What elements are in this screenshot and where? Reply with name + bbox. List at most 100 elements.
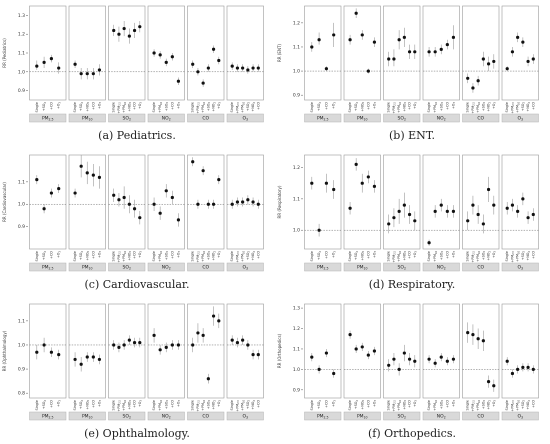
facet-panel	[29, 154, 67, 250]
data-point	[127, 34, 131, 38]
x-tick-label: Single	[310, 251, 314, 261]
x-tick-label: +NO2	[402, 102, 407, 112]
x-tick-label: +PM2.5	[117, 102, 122, 114]
data-point	[217, 58, 221, 63]
facet-strip-label: CO	[202, 116, 209, 122]
facet-strip-label: PM10	[82, 265, 93, 271]
data-point	[492, 384, 496, 388]
x-tick-label: +SO2	[317, 251, 322, 261]
facet-strip-label: CO	[202, 265, 209, 271]
x-tick-label: Single	[310, 102, 314, 112]
data-point	[122, 343, 126, 347]
data-point	[310, 45, 314, 49]
x-tick-label: +PM2.5	[235, 251, 240, 263]
data-point	[354, 11, 358, 15]
data-point	[170, 55, 174, 59]
facet-strip	[501, 262, 539, 272]
x-tick-label: +O3	[217, 102, 222, 110]
x-tick-label: +O3	[97, 102, 102, 110]
data-point	[451, 357, 456, 361]
data-point	[132, 340, 137, 345]
facet-panel	[187, 154, 225, 250]
y-tick-label: 1.2	[293, 326, 300, 332]
facet-panel	[226, 154, 264, 250]
x-tick-label: +PM2.5	[117, 400, 122, 412]
x-tick-label: +PM10	[241, 251, 246, 262]
facet-strip-label: PM10	[357, 414, 368, 420]
data-point	[138, 340, 142, 345]
x-tick-label: +NO2	[251, 102, 256, 112]
x-tick-label: +SO2	[164, 251, 169, 261]
facet-strip-label: NO2	[437, 116, 446, 122]
x-tick-label: +PM2.5	[471, 400, 476, 412]
x-tick-label: Single	[387, 251, 391, 261]
facet-strip	[29, 262, 67, 272]
facet-strip-label: PM2.5	[317, 414, 329, 420]
x-tick-label: Single	[230, 102, 234, 112]
x-tick-label: Single	[348, 251, 352, 261]
x-tick-label: +CO	[531, 102, 535, 110]
data-point	[360, 181, 364, 185]
data-point	[117, 198, 121, 202]
facet-strip-label: CO	[477, 116, 484, 122]
y-tick-label: 1.0	[18, 342, 25, 348]
x-tick-label: +SO2	[481, 400, 486, 410]
x-tick-label: +PM10	[476, 102, 481, 113]
data-point	[235, 340, 240, 345]
x-tick-label: +PM10	[122, 102, 127, 113]
data-point	[324, 67, 328, 71]
y-tick-label: 1.0	[18, 202, 25, 208]
data-point	[402, 35, 406, 39]
x-tick-label: +SO2	[42, 102, 47, 112]
x-tick-label: +O3	[372, 251, 377, 259]
x-tick-label: +O3	[413, 251, 418, 259]
x-tick-label: +PM2.5	[510, 251, 515, 263]
facet-strip	[462, 262, 500, 272]
data-point	[73, 62, 77, 66]
data-point	[85, 171, 89, 175]
x-tick-label: +SO2	[354, 400, 359, 410]
data-point	[324, 351, 328, 355]
x-tick-label: +O3	[451, 102, 456, 110]
data-point	[217, 178, 221, 182]
x-tick-label: +CO	[408, 251, 412, 259]
data-point	[332, 187, 336, 192]
facet-strip-label: PM2.5	[42, 116, 54, 122]
data-point	[235, 200, 240, 204]
facet-strip-label: CO	[202, 414, 209, 420]
x-tick-label: Single	[466, 251, 470, 261]
x-tick-label: Single	[112, 400, 116, 410]
x-tick-label: +SO2	[206, 400, 211, 410]
data-point	[451, 35, 456, 39]
x-tick-label: +PM10	[122, 251, 127, 262]
data-point	[35, 178, 39, 182]
x-tick-label: +SO2	[439, 251, 444, 261]
x-tick-label: +NO2	[402, 251, 407, 261]
data-point	[256, 66, 260, 70]
facet-strip	[422, 411, 460, 421]
facet-strip-label: PM10	[82, 414, 93, 420]
facet-panel	[304, 5, 342, 101]
data-point	[235, 66, 240, 70]
data-point	[57, 186, 61, 191]
data-point	[170, 343, 174, 347]
x-tick-label: +PM10	[201, 400, 206, 411]
facet-panel	[226, 5, 264, 101]
y-axis-label: RR (Cardiovascular)	[2, 182, 7, 222]
data-point	[413, 50, 417, 54]
facet-strip-label: O3	[517, 414, 523, 420]
facet-panel	[383, 303, 421, 399]
x-tick-label: +CO	[49, 400, 53, 408]
data-point	[427, 241, 431, 245]
x-tick-label: +O3	[217, 400, 222, 408]
data-point	[97, 68, 102, 72]
facet-panel	[187, 5, 225, 101]
facet-strip	[304, 411, 342, 421]
data-point	[112, 343, 116, 347]
x-tick-label: Single	[73, 251, 77, 261]
x-tick-label: +O3	[138, 400, 143, 408]
x-tick-label: +CO	[170, 251, 174, 259]
